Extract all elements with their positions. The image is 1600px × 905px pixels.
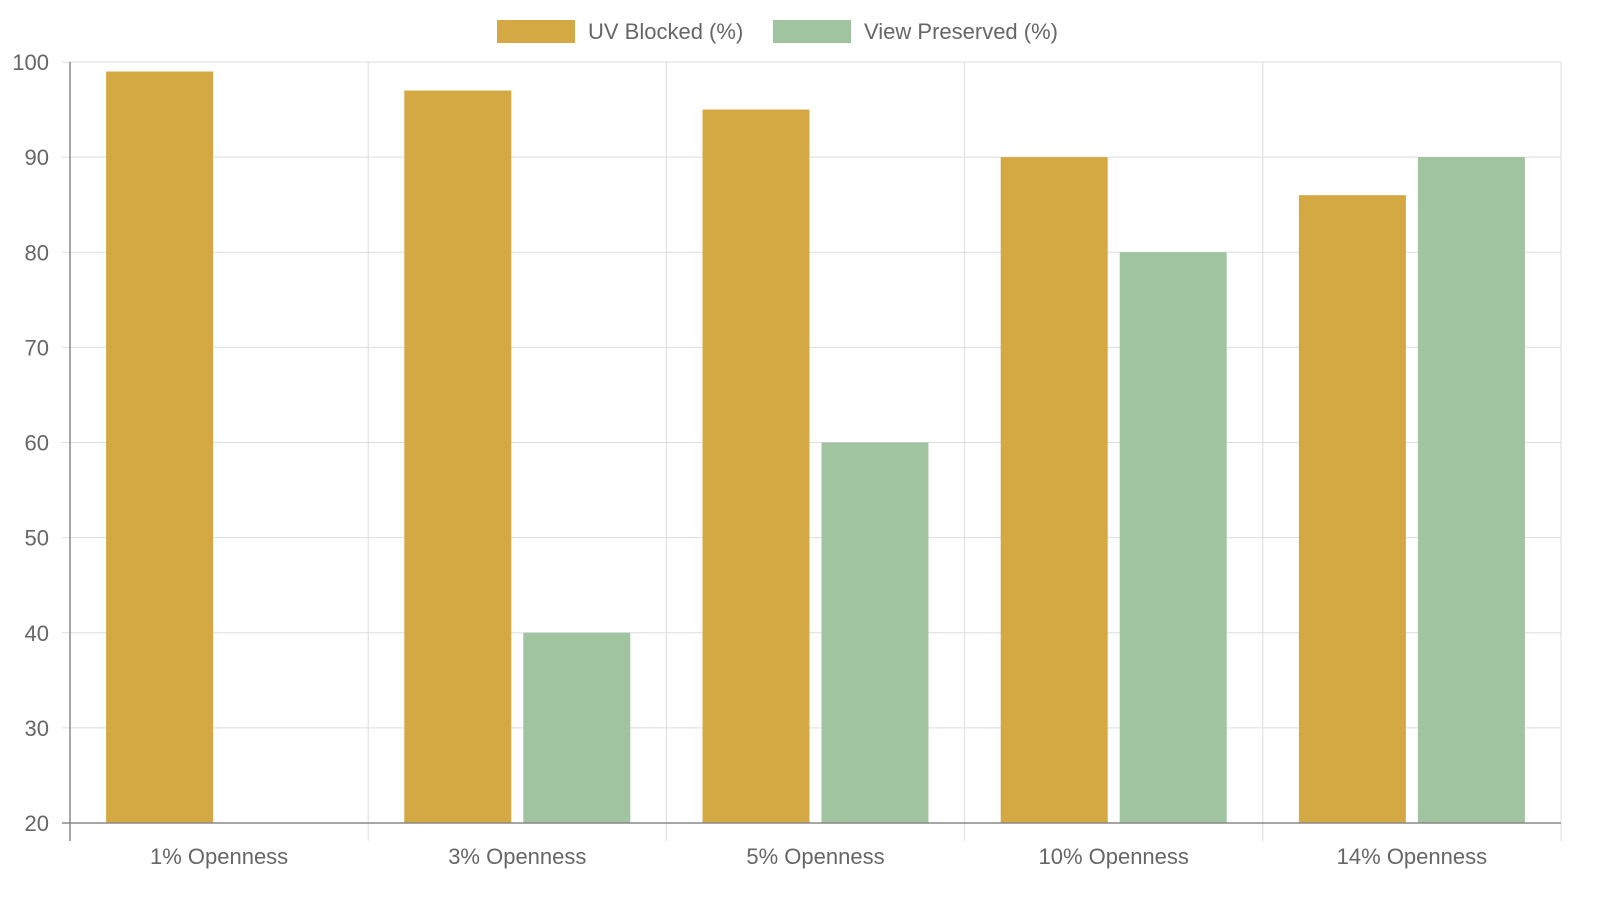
bar-uv-blocked[interactable]	[702, 109, 810, 823]
y-tick-label: 100	[12, 50, 49, 75]
bar-uv-blocked[interactable]	[1298, 195, 1406, 824]
x-tick-label: 1% Openness	[150, 844, 288, 869]
x-tick-label: 14% Openness	[1337, 844, 1487, 869]
bar-view-preserved[interactable]	[1417, 157, 1525, 823]
axis-layer: 20 30 40 50 60 70 80 90 100 1% Openness 3% Opennes…	[12, 50, 1562, 869]
bar-view-preserved[interactable]	[821, 442, 929, 824]
legend-label[interactable]: View Preserved (%)	[864, 19, 1058, 44]
bar-layer	[106, 71, 1525, 824]
legend-swatch[interactable]	[773, 20, 851, 43]
bar-view-preserved[interactable]	[523, 632, 631, 823]
y-tick-label: 30	[25, 716, 49, 741]
y-tick-label: 70	[25, 335, 49, 360]
bar-uv-blocked[interactable]	[106, 71, 214, 823]
y-tick-label: 40	[25, 621, 49, 646]
x-tick-label: 10% Openness	[1038, 844, 1188, 869]
grid-layer	[69, 61, 1562, 824]
bar-view-preserved[interactable]	[1119, 252, 1227, 823]
x-tick-label: 3% Openness	[448, 844, 586, 869]
bar-uv-blocked[interactable]	[1000, 157, 1108, 823]
x-tick-label: 5% Openness	[746, 844, 884, 869]
y-tick-label: 90	[25, 145, 49, 170]
bar-uv-blocked[interactable]	[404, 90, 512, 824]
y-tick-label: 20	[25, 811, 49, 836]
y-tick-label: 80	[25, 240, 49, 265]
y-tick-label: 60	[25, 431, 49, 456]
legend-label[interactable]: UV Blocked (%)	[588, 19, 743, 44]
legend-swatch[interactable]	[497, 20, 575, 43]
legend[interactable]: UV Blocked (%) View Preserved (%)	[497, 19, 1058, 44]
y-tick-label: 50	[25, 526, 49, 551]
